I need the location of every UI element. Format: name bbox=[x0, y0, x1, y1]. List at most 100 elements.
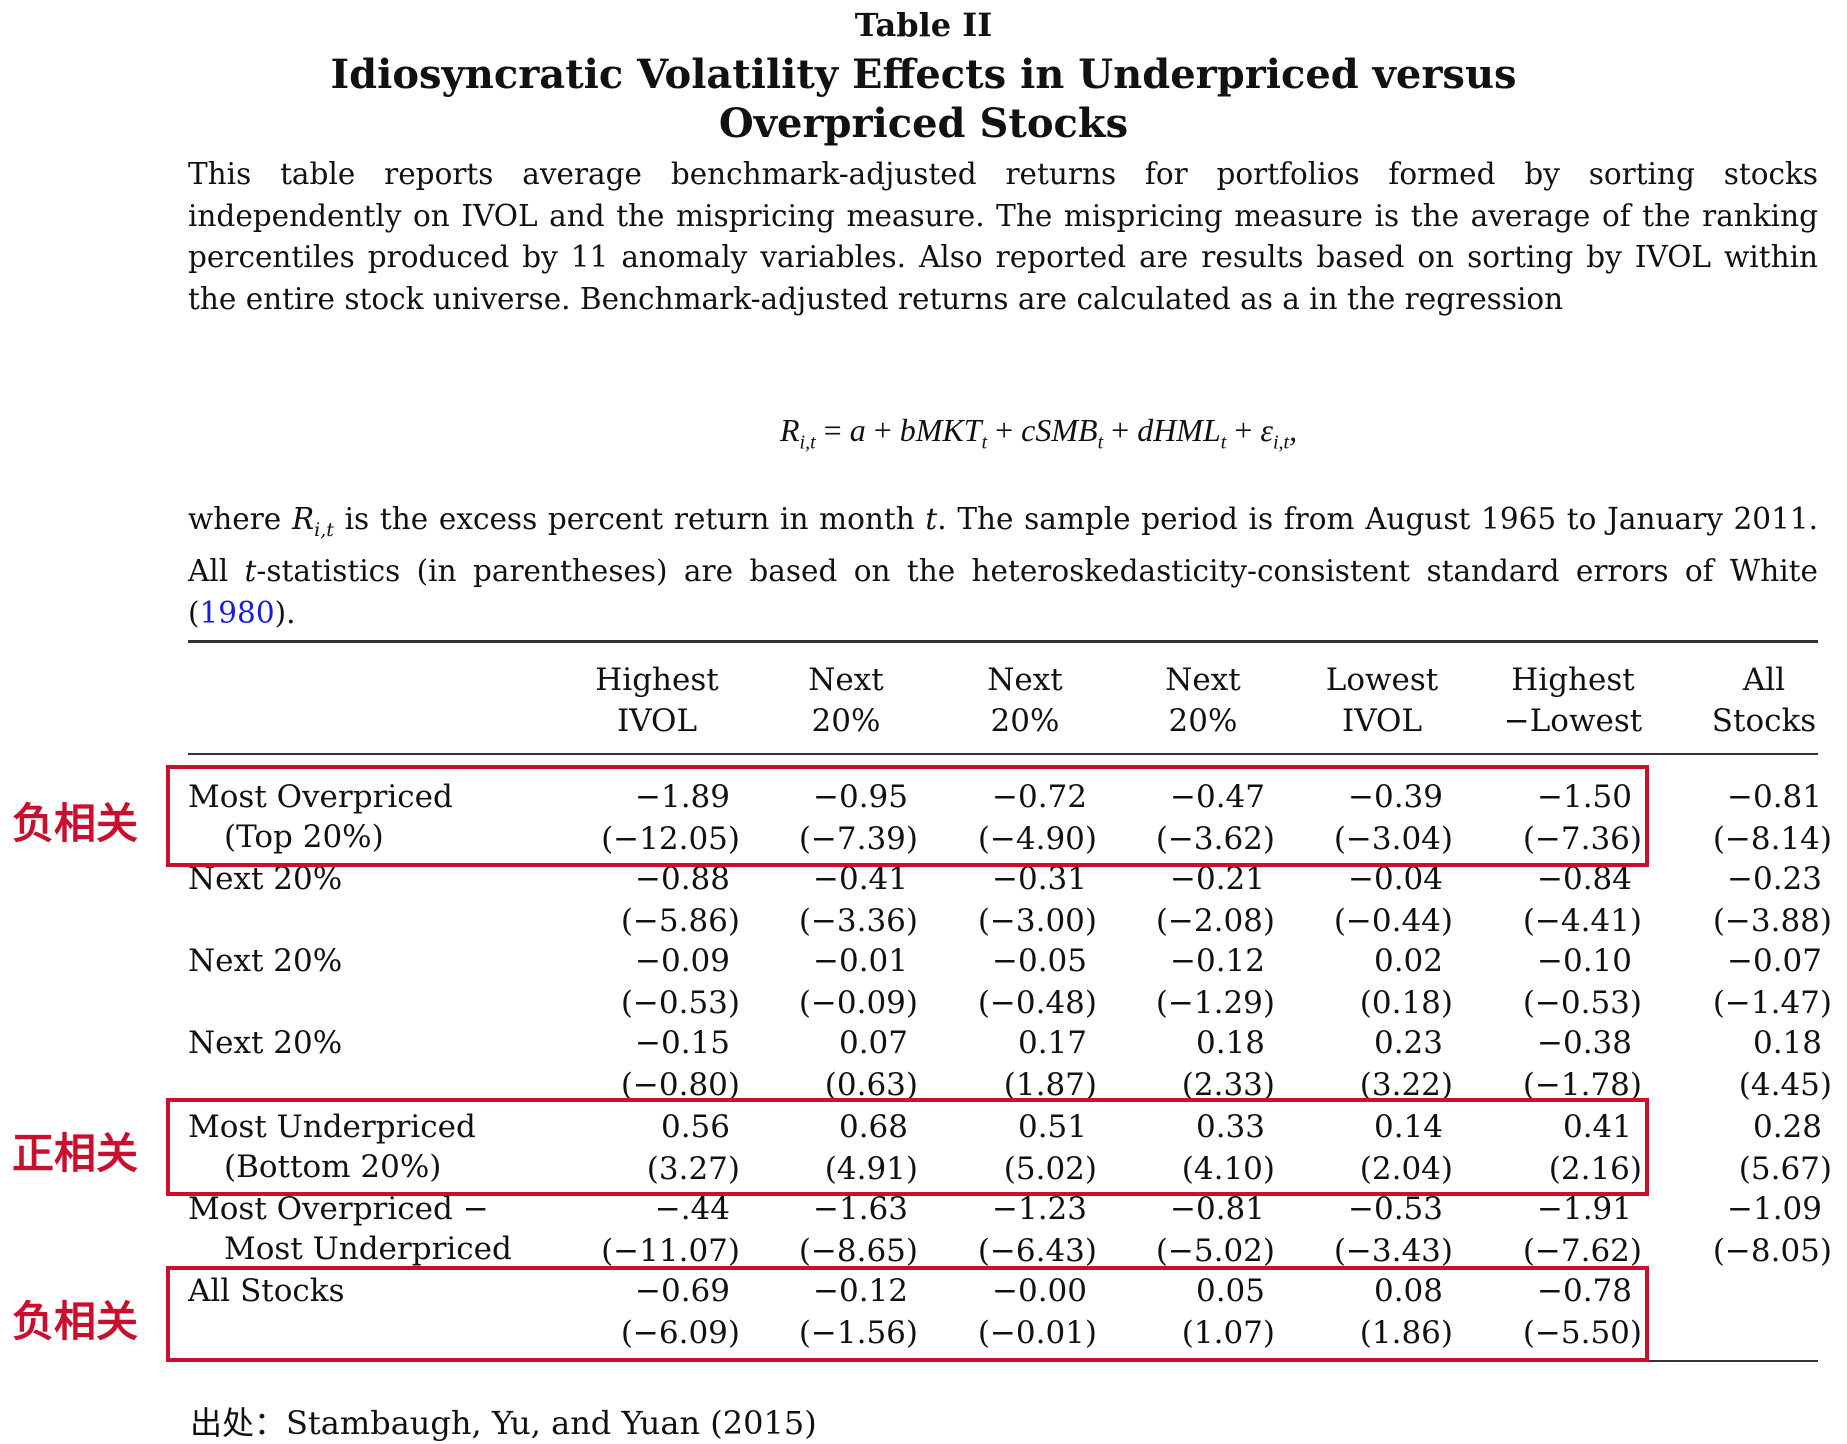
column-header: Highest IVOL bbox=[595, 662, 719, 739]
table-cell-tstat: (−5.50) bbox=[1522, 1315, 1642, 1351]
table-cell-value: −1.91 bbox=[1537, 1191, 1632, 1227]
table-cell-value: −0.95 bbox=[813, 779, 908, 815]
row-label-line1: Next 20% bbox=[188, 943, 343, 979]
table-cell-tstat: (−3.36) bbox=[798, 903, 918, 939]
table-cell-value: 0.17 bbox=[1017, 1025, 1087, 1061]
table-title-line2: Overpriced Stocks bbox=[718, 100, 1129, 147]
table-cell-value: −0.07 bbox=[1727, 943, 1822, 979]
table-header-rule bbox=[188, 753, 1818, 755]
table-cell-value: −1.23 bbox=[992, 1191, 1087, 1227]
row-label: Next 20% bbox=[188, 941, 342, 981]
column-header: Next 20% bbox=[1165, 662, 1241, 739]
table-cell-tstat: (−3.00) bbox=[977, 903, 1097, 939]
table-cell-tstat: (5.67) bbox=[1738, 1151, 1832, 1187]
annotation-all-stocks: 负相关 bbox=[12, 1297, 139, 1346]
citation-link[interactable]: 1980 bbox=[199, 595, 275, 630]
table-cell-value: −0.05 bbox=[992, 943, 1087, 979]
table-cell-tstat: (−4.90) bbox=[977, 821, 1097, 857]
table-cell-value: −0.31 bbox=[992, 861, 1087, 897]
table-cell-tstat: (−8.05) bbox=[1712, 1233, 1832, 1269]
table-cell-tstat: (−5.02) bbox=[1155, 1233, 1275, 1269]
table-cell-tstat: (−7.62) bbox=[1522, 1233, 1642, 1269]
table-cell-tstat: (−1.47) bbox=[1712, 985, 1832, 1021]
table-bottom-rule bbox=[188, 1360, 1818, 1362]
table-cell-tstat: (−2.08) bbox=[1155, 903, 1275, 939]
table-cell-value: −0.23 bbox=[1727, 861, 1822, 897]
table-cell-tstat: (−5.86) bbox=[620, 903, 740, 939]
table-cell-value: −1.50 bbox=[1537, 779, 1632, 815]
source-note: 出处：Stambaugh, Yu, and Yuan (2015) bbox=[190, 1404, 817, 1442]
table-cell-value: 0.33 bbox=[1195, 1109, 1265, 1145]
table-cell-value: −0.04 bbox=[1348, 861, 1443, 897]
table-label: Table II bbox=[854, 6, 993, 44]
table-cell-value: −0.41 bbox=[813, 861, 908, 897]
table-cell-value: 0.41 bbox=[1562, 1109, 1632, 1145]
table-cell-value: 0.05 bbox=[1195, 1273, 1265, 1309]
table-cell-value: −0.78 bbox=[1537, 1273, 1632, 1309]
row-label-line2: Most Underpriced bbox=[224, 1231, 512, 1267]
table-cell-value: −0.10 bbox=[1537, 943, 1632, 979]
table-cell-tstat: (−3.43) bbox=[1333, 1233, 1453, 1269]
table-cell-value: −0.00 bbox=[992, 1273, 1087, 1309]
table-cell-value: 0.18 bbox=[1752, 1025, 1822, 1061]
table-cell-tstat: (−7.39) bbox=[798, 821, 918, 857]
table-cell-tstat: (0.63) bbox=[824, 1067, 918, 1103]
table-cell-tstat: (3.27) bbox=[646, 1151, 740, 1187]
table-cell-tstat: (−0.48) bbox=[977, 985, 1097, 1021]
regression-equation: Ri,t = a + bMKTt + cSMBt + dHMLt + εi,t, bbox=[780, 412, 1298, 454]
table-caption-intro: This table reports average benchmark-adj… bbox=[188, 157, 1818, 316]
table-cell-tstat: (3.22) bbox=[1359, 1067, 1453, 1103]
table-cell-tstat: (−8.14) bbox=[1712, 821, 1832, 857]
table-cell-value: −1.63 bbox=[813, 1191, 908, 1227]
table-cell-tstat: (−3.04) bbox=[1333, 821, 1453, 857]
table-cell-value: −0.53 bbox=[1348, 1191, 1443, 1227]
table-cell-tstat: (1.86) bbox=[1359, 1315, 1453, 1351]
table-cell-value: −0.01 bbox=[813, 943, 908, 979]
row-label: Next 20% bbox=[188, 1023, 342, 1063]
table-cell-value: 0.51 bbox=[1017, 1109, 1087, 1145]
annotation-overpriced: 负相关 bbox=[12, 799, 139, 848]
table-cell-tstat: (−4.41) bbox=[1522, 903, 1642, 939]
table-cell-value: 0.68 bbox=[838, 1109, 908, 1145]
table-cell-value: −1.89 bbox=[635, 779, 730, 815]
table-cell-tstat: (−0.01) bbox=[977, 1315, 1097, 1351]
column-header: Highest −Lowest bbox=[1503, 662, 1643, 739]
table-caption-notes: where Ri,t is the excess percent return … bbox=[188, 499, 1818, 634]
row-label: Most Overpriced − Most Underpriced bbox=[188, 1189, 512, 1269]
table-cell-value: 0.08 bbox=[1373, 1273, 1443, 1309]
row-label-line1: Most Underpriced bbox=[188, 1109, 476, 1145]
row-label: Most Underpriced (Bottom 20%) bbox=[188, 1107, 476, 1187]
annotation-underpriced: 正相关 bbox=[12, 1129, 139, 1178]
table-cell-tstat: (−7.36) bbox=[1522, 821, 1642, 857]
table-cell-value: 0.14 bbox=[1373, 1109, 1443, 1145]
table-cell-value: −0.72 bbox=[992, 779, 1087, 815]
table-cell-tstat: (−1.29) bbox=[1155, 985, 1275, 1021]
table-cell-tstat: (−6.09) bbox=[620, 1315, 740, 1351]
table-cell-value: −0.81 bbox=[1170, 1191, 1265, 1227]
table-cell-value: −0.09 bbox=[635, 943, 730, 979]
table-cell-value: −0.12 bbox=[1170, 943, 1265, 979]
row-label: Next 20% bbox=[188, 859, 342, 899]
row-label: Most Overpriced (Top 20%) bbox=[188, 777, 453, 857]
caption-notes-text: where Ri,t is the excess percent return … bbox=[188, 502, 1818, 630]
table-cell-tstat: (−1.78) bbox=[1522, 1067, 1642, 1103]
row-label-line1: Most Overpriced − bbox=[188, 1191, 489, 1227]
table-cell-tstat: (5.02) bbox=[1003, 1151, 1097, 1187]
table-cell-value: −1.09 bbox=[1727, 1191, 1822, 1227]
table-cell-value: 0.18 bbox=[1195, 1025, 1265, 1061]
column-header: Lowest IVOL bbox=[1325, 662, 1439, 739]
table-cell-value: −0.12 bbox=[813, 1273, 908, 1309]
table-cell-value: −0.84 bbox=[1537, 861, 1632, 897]
table-cell-value: −0.47 bbox=[1170, 779, 1265, 815]
table-cell-value: 0.07 bbox=[838, 1025, 908, 1061]
table-cell-value: 0.56 bbox=[660, 1109, 730, 1145]
column-header: Next 20% bbox=[987, 662, 1063, 739]
table-cell-tstat: (−6.43) bbox=[977, 1233, 1097, 1269]
table-cell-value: −0.21 bbox=[1170, 861, 1265, 897]
row-label-line2: (Top 20%) bbox=[224, 819, 384, 855]
row-label-line1: All Stocks bbox=[188, 1273, 345, 1309]
table-cell-value: 0.28 bbox=[1752, 1109, 1822, 1145]
table-cell-tstat: (2.16) bbox=[1548, 1151, 1642, 1187]
table-cell-tstat: (2.04) bbox=[1359, 1151, 1453, 1187]
table-cell-value: −0.15 bbox=[635, 1025, 730, 1061]
